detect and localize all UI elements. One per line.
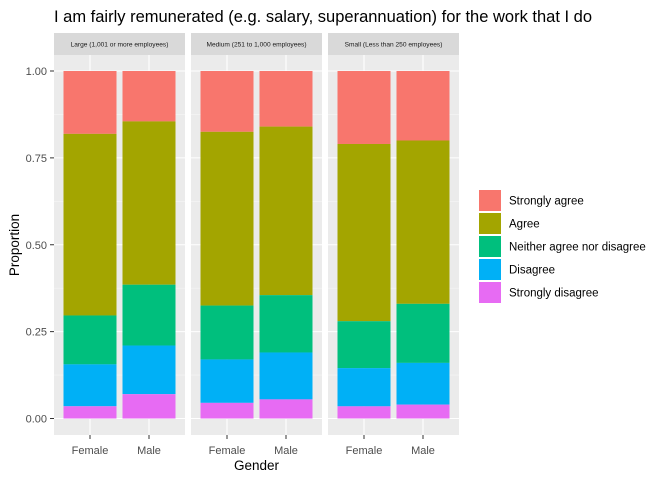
- bar-segment-disagree: [63, 364, 117, 407]
- bar-segment-agree: [337, 143, 391, 322]
- bar-segment-agree: [396, 140, 450, 304]
- bar-segment-agree: [63, 133, 117, 316]
- legend-key: [479, 282, 501, 303]
- facet-strip-label: Small (Less than 250 employees): [345, 42, 443, 49]
- bar-segment-strongly-agree: [122, 71, 176, 122]
- legend-label: Strongly disagree: [509, 288, 599, 300]
- x-tick-label: Female: [346, 445, 383, 457]
- facet-strip: [191, 33, 322, 55]
- legend-label: Disagree: [509, 265, 555, 277]
- facet-strip-label: Medium (251 to 1,000 employees): [206, 42, 306, 49]
- x-axis-title: Gender: [234, 458, 280, 473]
- bar-segment-strongly-agree: [259, 71, 313, 127]
- bar-segment-neither-agree-nor-disagree: [259, 295, 313, 353]
- y-tick-label: 0.25: [26, 327, 47, 339]
- y-tick-label: 0.75: [26, 153, 47, 165]
- facet-strip: [328, 33, 459, 55]
- bar-segment-neither-agree-nor-disagree: [63, 315, 117, 365]
- bar-segment-strongly-agree: [200, 71, 254, 132]
- bar-segment-strongly-disagree: [122, 394, 176, 419]
- bar-segment-strongly-disagree: [396, 404, 450, 419]
- bar-segment-disagree: [396, 362, 450, 405]
- y-tick-label: 0.50: [26, 240, 47, 252]
- bar-segment-neither-agree-nor-disagree: [396, 303, 450, 363]
- legend-key: [479, 236, 501, 257]
- chart-title: I am fairly remunerated (e.g. salary, su…: [54, 8, 593, 26]
- bar-segment-neither-agree-nor-disagree: [200, 305, 254, 360]
- bar-segment-disagree: [200, 359, 254, 403]
- bar-segment-disagree: [122, 345, 176, 395]
- y-tick-label: 1.00: [26, 66, 47, 78]
- y-axis-title: Proportion: [7, 214, 22, 276]
- bar-segment-disagree: [337, 368, 391, 407]
- legend-label: Strongly agree: [509, 196, 584, 208]
- legend-key: [479, 259, 501, 280]
- x-tick-label: Male: [411, 445, 435, 457]
- y-tick-label: 0.00: [26, 414, 47, 426]
- bar-segment-agree: [200, 131, 254, 306]
- legend-label: Neither agree nor disagree: [509, 242, 646, 254]
- bar-segment-strongly-agree: [396, 71, 450, 141]
- x-tick-label: Male: [137, 445, 161, 457]
- facet-strip: [54, 33, 185, 55]
- bar-segment-neither-agree-nor-disagree: [122, 284, 176, 346]
- legend-key: [479, 213, 501, 234]
- bar-segment-agree: [259, 126, 313, 296]
- bar-segment-neither-agree-nor-disagree: [337, 321, 391, 369]
- bar-segment-strongly-agree: [337, 71, 391, 144]
- legend-key: [479, 190, 501, 211]
- bar-segment-strongly-disagree: [200, 402, 254, 419]
- facet-strip-label: Large (1,001 or more employees): [71, 42, 169, 49]
- bar-segment-disagree: [259, 352, 313, 400]
- legend-label: Agree: [509, 219, 540, 231]
- bar-segment-strongly-agree: [63, 71, 117, 134]
- bar-segment-strongly-disagree: [63, 406, 117, 419]
- x-tick-label: Female: [72, 445, 109, 457]
- bar-segment-strongly-disagree: [337, 406, 391, 419]
- x-tick-label: Male: [274, 445, 298, 457]
- bar-segment-strongly-disagree: [259, 399, 313, 419]
- bar-segment-agree: [122, 121, 176, 285]
- x-tick-label: Female: [209, 445, 246, 457]
